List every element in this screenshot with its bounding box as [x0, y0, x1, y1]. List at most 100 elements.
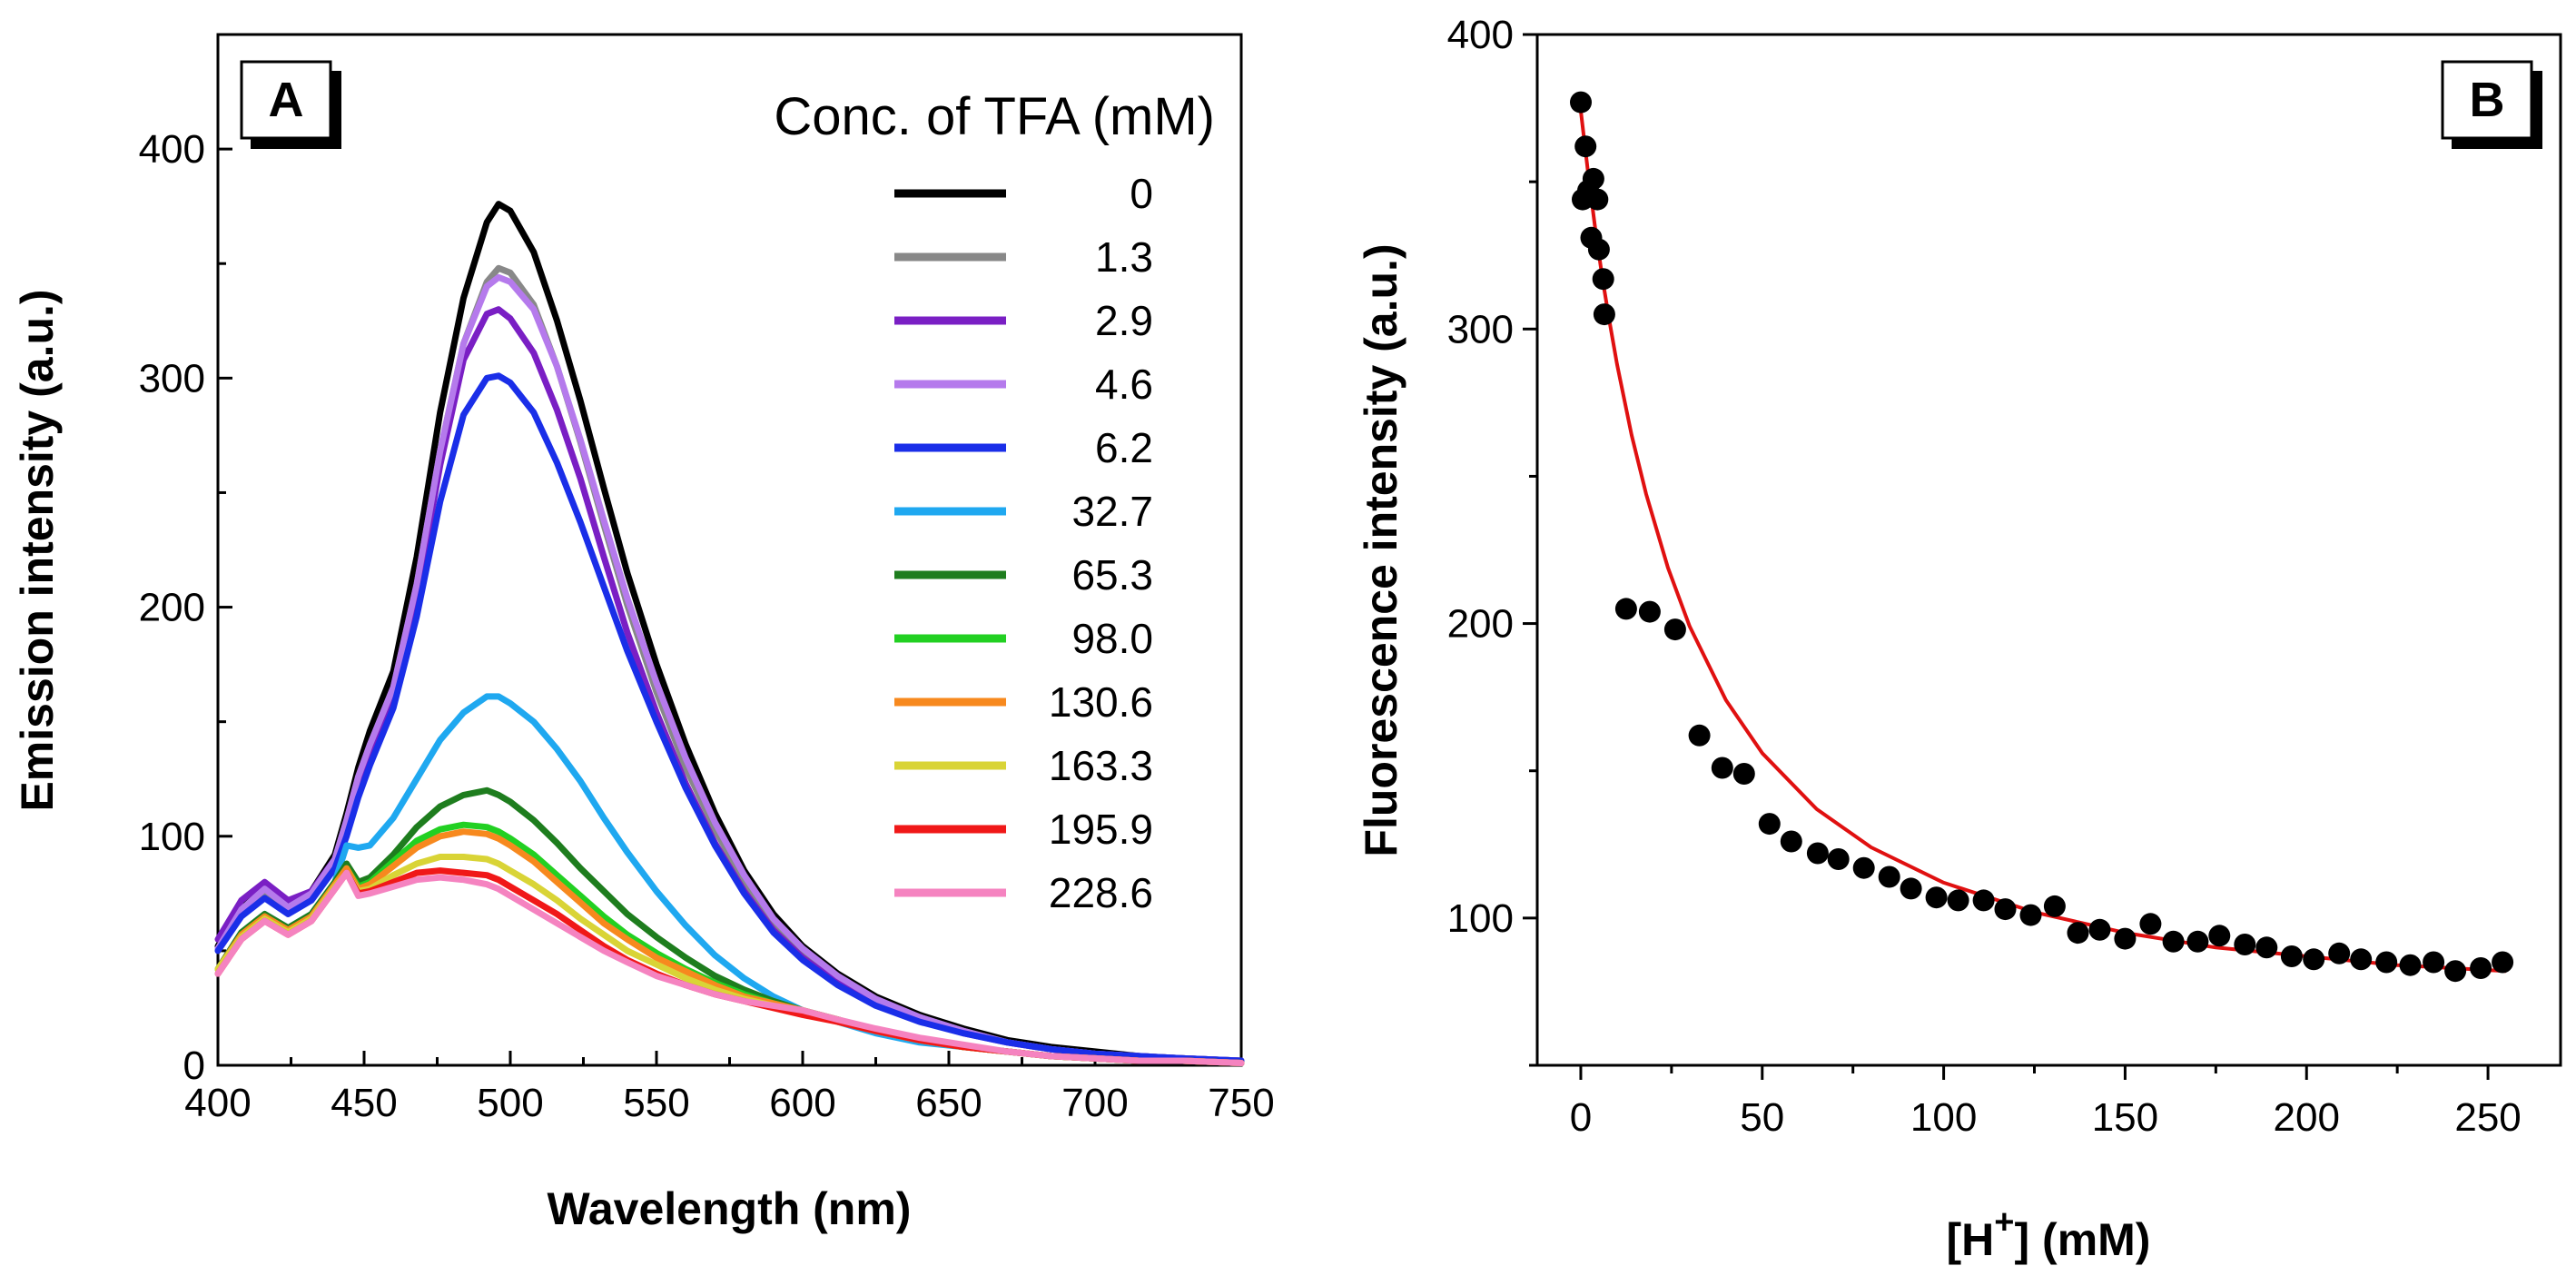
data-point [1688, 724, 1711, 747]
panel-a-x-tick-label: 450 [331, 1081, 397, 1125]
data-point [2470, 957, 2492, 979]
data-point [2162, 930, 2185, 953]
legend-label-163.3: 163.3 [1049, 742, 1153, 789]
panel-a-x-tick-label: 550 [623, 1081, 689, 1125]
panel-b-x-axis-title-sup: + [1994, 1203, 2014, 1241]
panel-b-y-tick-label: 100 [1447, 896, 1514, 941]
panel-b-y-axis-title: Fluorescence intensity (a.u.) [1356, 243, 1406, 856]
series-line-4.6 [214, 273, 1245, 1064]
data-point [1758, 813, 1781, 836]
panel-b-x-tick-label: 100 [1910, 1095, 1977, 1140]
panel-a-y-axis-title: Emission intensity (a.u.) [12, 289, 63, 811]
data-point [1614, 598, 1637, 620]
legend-label-195.9: 195.9 [1049, 806, 1153, 853]
series-line-1.3 [214, 264, 1245, 1064]
data-point [1582, 167, 1604, 190]
data-point [1900, 877, 1922, 900]
data-point [1586, 188, 1609, 211]
data-point [1593, 303, 1615, 326]
panel-a-label: A [269, 73, 304, 127]
legend-label-1.3: 1.3 [1095, 233, 1153, 281]
panel-b-fit [1579, 111, 2507, 974]
legend-label-0: 0 [1130, 170, 1153, 217]
panel-a-y-tick-label: 100 [139, 815, 205, 859]
data-point [1947, 889, 1969, 912]
data-point [2234, 934, 2256, 955]
data-point [1587, 238, 1610, 261]
data-point [1592, 268, 1614, 291]
panel-b-y-tick-label: 400 [1447, 13, 1514, 57]
panel-a-x-tick-label: 750 [1208, 1081, 1274, 1125]
data-point [2399, 954, 2422, 976]
data-point [1732, 763, 1755, 785]
data-point [1878, 866, 1900, 888]
legend-label-2.9: 2.9 [1095, 297, 1153, 344]
data-point [1925, 886, 1948, 909]
legend-label-130.6: 130.6 [1049, 678, 1153, 726]
panel-b-ticks: 0 50 100 150 200 250 100 200 300 400 [1447, 13, 2522, 1140]
panel-a-x-axis-title: Wavelength (nm) [548, 1183, 912, 1234]
panel-b-x-tick-label: 150 [2092, 1095, 2158, 1140]
data-point [2280, 945, 2303, 967]
data-point [2067, 922, 2089, 945]
panel-a-x-tick-label: 600 [769, 1081, 835, 1125]
panel-b-label-box [2441, 60, 2533, 140]
data-point [1711, 757, 1733, 779]
data-point [2303, 948, 2325, 971]
data-point [2375, 951, 2398, 974]
data-point [1972, 889, 1995, 912]
data-point [2139, 913, 2162, 935]
data-point [1663, 618, 1686, 641]
data-point [1780, 830, 1802, 853]
panel-a-x-tick-label: 700 [1061, 1081, 1128, 1125]
panel-b-x-tick-label: 50 [1740, 1095, 1784, 1140]
data-point [1574, 135, 1597, 158]
panel-a-legend: 0 1.3 2.9 4.6 6.2 32.7 65.3 98.0 130.6 163.3 195.9… [894, 170, 1153, 916]
panel-a-label-box [240, 60, 332, 140]
data-point [1806, 842, 1829, 865]
panel-b-points [1570, 91, 2514, 983]
legend-label-228.6: 228.6 [1049, 869, 1153, 916]
panel-a-legend-title: Conc. of TFA (mM) [774, 87, 1215, 146]
panel-b-x-tick-label: 250 [2454, 1095, 2521, 1140]
panel-b-x-tick-label: 200 [2274, 1095, 2340, 1140]
data-point [2492, 951, 2514, 974]
data-point [2328, 942, 2351, 964]
data-point [1827, 848, 1850, 870]
data-point [1570, 91, 1592, 114]
panel-a-x-tick-label: 500 [477, 1081, 543, 1125]
data-point [1852, 856, 1875, 879]
data-point [2350, 948, 2373, 971]
data-point [2255, 936, 2278, 959]
data-point [1994, 898, 2017, 921]
fit-curve [1579, 111, 2507, 974]
panel-a-series [214, 201, 1245, 1066]
panel-a-y-tick-label: 0 [183, 1044, 205, 1088]
panel-b-y-tick-label: 300 [1447, 307, 1514, 351]
data-point [2114, 927, 2137, 950]
panel-b-y-tick-label: 200 [1447, 602, 1514, 647]
panel-b-x-axis-title-tail: ] (mM) [2015, 1214, 2151, 1265]
panel-b-frame [1535, 33, 2562, 1067]
series-line-6.2 [214, 372, 1245, 1064]
series-line-228.6 [214, 869, 1245, 1066]
legend-label-98.0: 98.0 [1071, 615, 1153, 662]
data-point [2444, 960, 2467, 983]
legend-label-6.2: 6.2 [1095, 424, 1153, 471]
panel-b-x-axis-title-main: [H [1947, 1214, 1995, 1265]
data-point [2019, 904, 2042, 926]
panel-a-y-tick-label: 200 [139, 586, 205, 630]
data-point [1638, 600, 1661, 623]
panel-b-label: B [2470, 73, 2505, 127]
panel-a-x-tick-label: 400 [184, 1081, 251, 1125]
legend-label-4.6: 4.6 [1095, 361, 1153, 408]
panel-a-ticks: 400 450 500 550 600 650 700 750 0 100 200 300 400 [139, 33, 1275, 1125]
data-point [2088, 918, 2111, 941]
data-point [2208, 925, 2231, 947]
data-point [2043, 895, 2066, 917]
panel-a-y-tick-label: 400 [139, 127, 205, 172]
